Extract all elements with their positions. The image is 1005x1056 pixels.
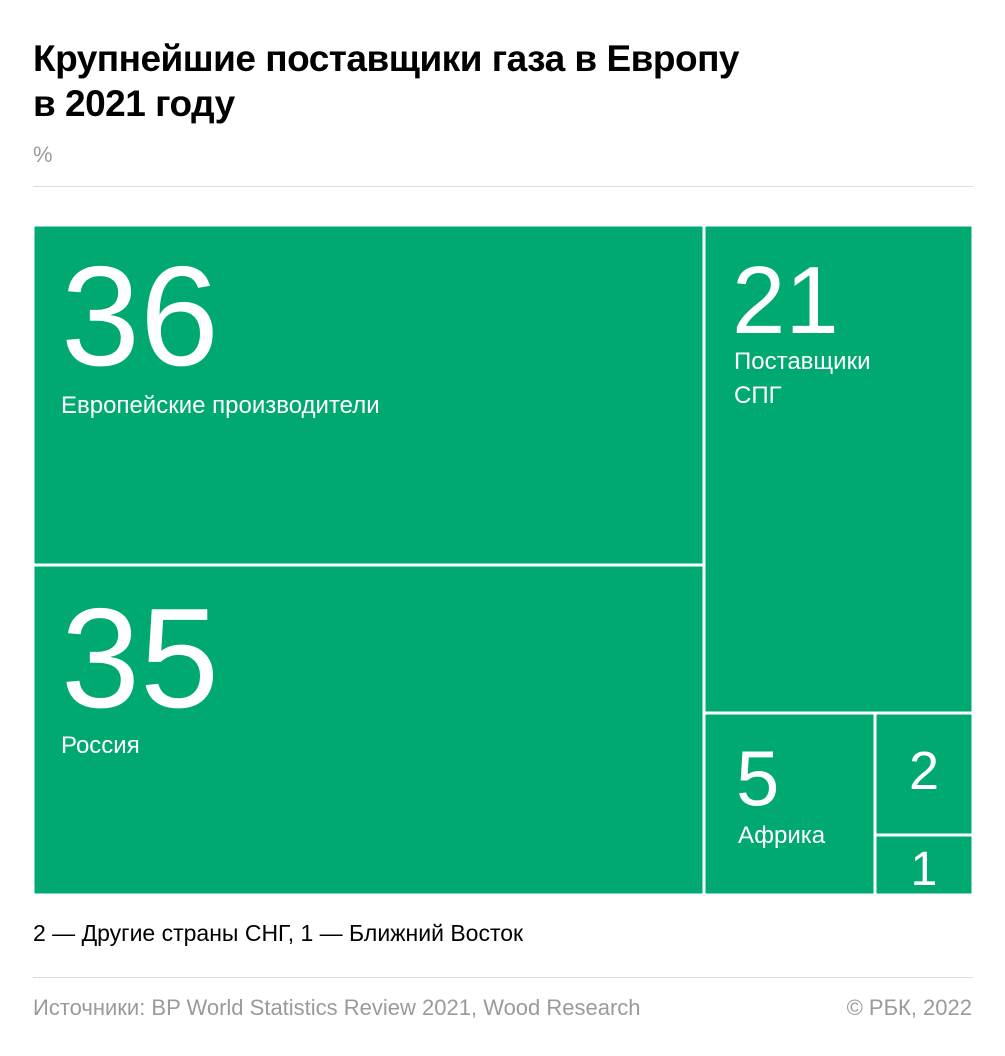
treemap-value-label: 35 [61,579,219,738]
top-divider [33,186,973,187]
treemap-cell-rect [702,711,877,895]
copyright-text: © РБК, 2022 [846,995,972,1020]
treemap-cell-rect [33,225,706,567]
chart-title: Крупнейшие поставщики газа в Европу в 20… [33,36,933,126]
treemap-category-label: Европейские производители [61,392,380,419]
treemap-category-label: Поставщики СПГ [734,348,870,409]
treemap-value-label: 2 [909,741,939,801]
bottom-divider [33,977,973,978]
treemap-cell-5: 2 [873,711,973,837]
treemap-category-label: Россия [61,732,140,759]
treemap-cell-6: 1 [873,833,973,895]
treemap-category-label: Африка [738,822,826,849]
unit-label: % [33,142,53,167]
treemap-cell-rect [33,563,706,895]
treemap-cell-rect [702,225,973,715]
treemap-value-label: 1 [911,843,938,895]
treemap-value-label: 21 [732,247,839,354]
treemap-cell-rect [873,711,973,837]
chart-title-line-1: Крупнейшие поставщики газа в Европу [33,38,740,79]
treemap-value-label: 5 [736,734,779,822]
footnote: 2 — Другие страны СНГ, 1 — Ближний Восто… [33,920,524,946]
source-text: Источники: BP World Statistics Review 20… [33,995,641,1020]
chart-title-line-2: в 2021 году [33,83,235,124]
treemap-cell-rect [873,833,973,895]
treemap-value-label: 36 [61,237,219,396]
treemap-chart: 36 Европейские производители 35 Россия 21 Пос… [33,225,973,895]
